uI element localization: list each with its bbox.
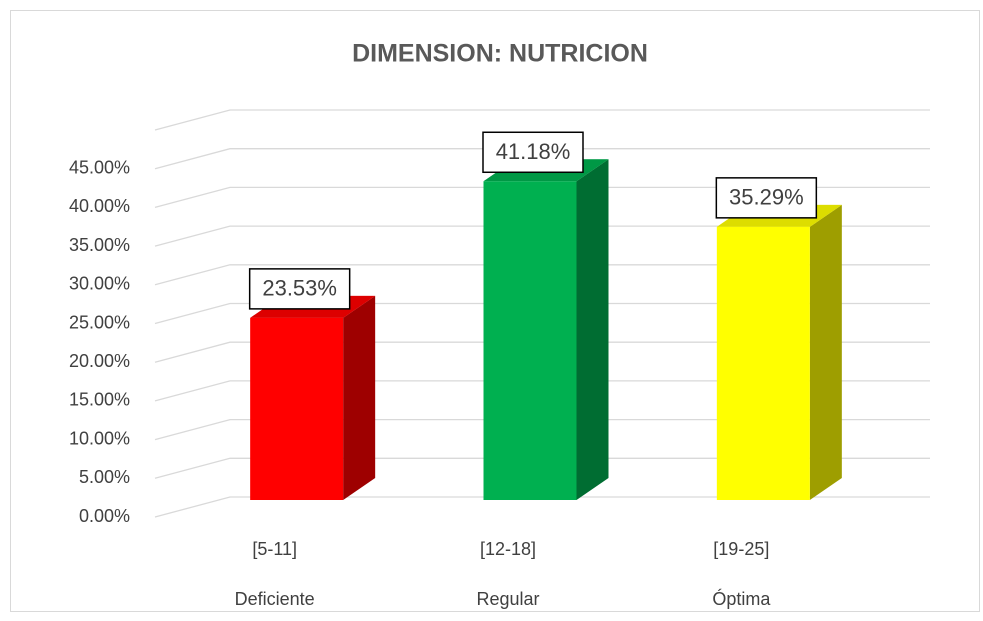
x-tick-label: [19-25] <box>713 539 769 559</box>
grid-line <box>154 341 930 363</box>
grid-line <box>154 302 930 325</box>
y-tick-label: 25.00% <box>69 312 130 332</box>
grid-line <box>154 496 930 518</box>
grid-line <box>154 148 930 170</box>
y-tick-label: 15.00% <box>69 390 130 410</box>
data-label-box <box>482 131 584 174</box>
data-label-box <box>715 177 818 219</box>
x-tick-label: [12-18] <box>480 539 536 559</box>
chart-title: DIMENSION: NUTRICION <box>352 40 648 68</box>
data-label: 35.29% <box>729 185 804 210</box>
x-tick-label: [5-11] <box>252 539 297 559</box>
bar <box>483 181 577 501</box>
bar-side <box>343 295 376 500</box>
y-tick-label: 10.00% <box>69 428 130 448</box>
x-tick-label: Deficiente <box>235 589 315 609</box>
x-tick-label: Regular <box>476 589 539 609</box>
y-tick-label: 40.00% <box>69 196 130 216</box>
bar-side <box>809 204 842 500</box>
y-tick-label: 35.00% <box>69 235 130 255</box>
bar <box>716 226 810 500</box>
bar <box>250 317 344 500</box>
y-tick-label: 5.00% <box>79 467 130 487</box>
data-label: 41.18% <box>496 139 571 164</box>
bar-side <box>576 159 609 501</box>
grid-line <box>154 186 930 209</box>
grid-line <box>154 380 930 402</box>
y-tick-label: 45.00% <box>69 157 130 177</box>
data-label: 23.53% <box>262 276 337 301</box>
y-tick-label: 30.00% <box>69 274 130 294</box>
grid-line <box>154 225 930 247</box>
grid-line <box>154 264 930 286</box>
grid-line <box>154 457 930 479</box>
y-tick-label: 0.00% <box>79 506 130 526</box>
x-tick-label: Óptima <box>712 588 771 609</box>
y-tick-label: 20.00% <box>69 351 130 371</box>
data-label-box <box>248 268 351 310</box>
plot-top-line <box>154 109 930 131</box>
grid-line <box>154 418 930 441</box>
